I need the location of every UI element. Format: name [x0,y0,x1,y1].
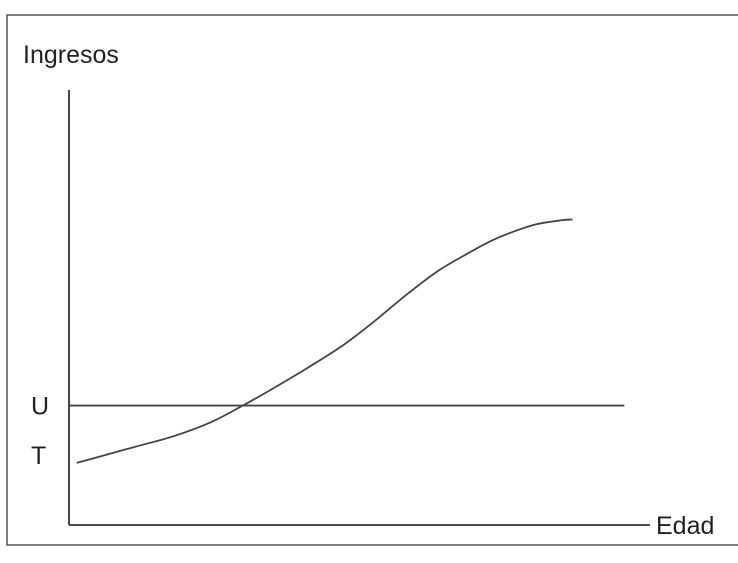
y-tick-label-u: U [31,393,49,421]
x-axis-label: Edad [656,512,714,540]
income-curve [76,218,573,464]
plot-area [68,90,650,526]
y-axis-label: Ingresos [23,41,119,69]
y-tick-labels: UT [31,393,49,470]
y-tick-label-t: T [31,442,46,470]
chart-frame [6,14,738,546]
